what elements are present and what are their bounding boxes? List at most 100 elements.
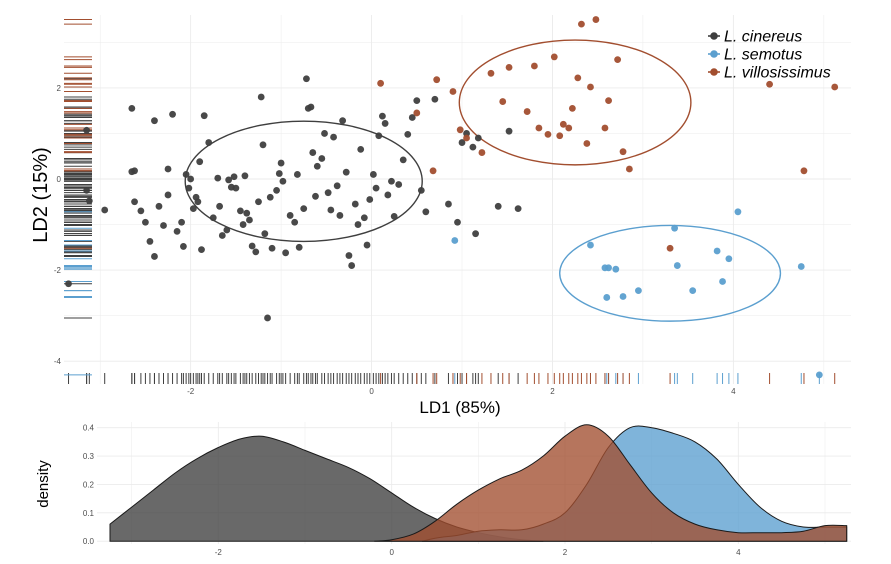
- point-villosissimus: [578, 20, 585, 28]
- point-cinereus: [318, 155, 326, 162]
- point-villosissimus: [535, 124, 543, 132]
- point-cinereus: [160, 222, 167, 229]
- point-cinereus: [142, 218, 149, 226]
- point-villosissimus: [619, 148, 627, 156]
- point-cinereus: [173, 227, 181, 235]
- point-cinereus: [198, 246, 205, 254]
- point-cinereus: [384, 191, 392, 199]
- point-villosissimus: [587, 83, 594, 91]
- density-x-tick-label: 0: [389, 548, 394, 557]
- point-cinereus: [230, 173, 238, 181]
- ellipse-semotus: [559, 224, 782, 322]
- point-villosissimus: [556, 132, 564, 140]
- point-villosissimus: [766, 80, 773, 88]
- point-semotus: [713, 247, 721, 255]
- point-cinereus: [348, 262, 356, 269]
- point-semotus: [587, 241, 594, 249]
- point-cinereus: [128, 104, 136, 112]
- point-cinereus: [339, 117, 347, 125]
- scatter-points: [65, 16, 839, 379]
- point-villosissimus: [505, 63, 513, 71]
- point-cinereus: [286, 212, 294, 219]
- ellipse-villosissimus: [458, 39, 692, 166]
- point-cinereus: [101, 206, 109, 214]
- point-cinereus: [372, 184, 380, 192]
- point-cinereus: [469, 143, 477, 151]
- point-villosissimus: [565, 124, 573, 132]
- point-cinereus: [360, 214, 368, 222]
- point-cinereus: [196, 158, 204, 166]
- point-villosissimus: [463, 134, 470, 142]
- point-villosissimus: [583, 140, 591, 147]
- point-cinereus: [369, 171, 377, 178]
- point-cinereus: [169, 110, 176, 118]
- point-villosissimus: [530, 62, 538, 70]
- point-cinereus: [342, 168, 350, 176]
- legend-key-point: [710, 68, 718, 76]
- density-y-tick-label: 0.3: [83, 452, 95, 461]
- density-x-tick-labels: -2 0 2 4: [215, 548, 741, 557]
- point-cinereus: [333, 182, 341, 190]
- point-cinereus: [381, 120, 389, 127]
- point-cinereus: [214, 174, 222, 182]
- point-cinereus: [309, 149, 317, 156]
- point-villosissimus: [478, 149, 486, 156]
- density-areas: [109, 424, 848, 542]
- point-cinereus: [216, 202, 223, 210]
- point-cinereus: [303, 75, 310, 83]
- point-cinereus: [295, 243, 303, 251]
- point-cinereus: [324, 189, 332, 197]
- y-tick-label: -4: [54, 357, 62, 366]
- point-semotus: [605, 264, 612, 272]
- point-villosissimus: [574, 74, 582, 82]
- point-cinereus: [180, 243, 187, 250]
- point-cinereus: [264, 314, 271, 322]
- point-cinereus: [241, 172, 249, 180]
- point-cinereus: [248, 242, 256, 250]
- legend-key-point: [710, 50, 718, 58]
- density-y-tick-labels: 0.0 0.1 0.2 0.3 0.4: [83, 424, 95, 546]
- point-cinereus: [313, 162, 321, 170]
- point-semotus: [673, 262, 681, 269]
- point-villosissimus: [800, 167, 808, 175]
- scatter-x-tick-labels: -2 0 2 4: [187, 387, 736, 396]
- scatter-panel: -2 0 2 4 -4 -2 0 2 LD1 (85%) LD2 (15%) L. cine…: [30, 15, 851, 417]
- point-semotus: [734, 208, 742, 216]
- point-villosissimus: [614, 56, 622, 64]
- point-cinereus: [431, 95, 439, 103]
- point-villosissimus: [429, 167, 437, 175]
- density-y-tick-label: 0.1: [83, 509, 95, 518]
- point-villosissimus: [666, 244, 674, 252]
- point-cinereus: [187, 175, 195, 183]
- point-semotus: [797, 263, 805, 270]
- point-cinereus: [408, 114, 416, 121]
- point-villosissimus: [456, 126, 464, 134]
- point-villosissimus: [550, 53, 558, 61]
- point-cinereus: [307, 103, 315, 111]
- legend-label: L. villosissimus: [724, 65, 831, 82]
- density-y-axis-title: density: [35, 460, 52, 508]
- density-x-tick-label: -2: [215, 548, 223, 557]
- point-semotus: [603, 294, 611, 301]
- point-cinereus: [239, 221, 247, 228]
- point-cinereus: [209, 214, 217, 222]
- point-cinereus: [345, 252, 353, 259]
- point-semotus: [671, 224, 679, 232]
- point-semotus: [451, 237, 459, 244]
- point-semotus: [815, 371, 823, 379]
- density-panel: -2 0 2 4 0.0 0.1 0.2 0.3 0.4 density: [35, 422, 851, 557]
- density-x-tick-label: 2: [563, 548, 568, 557]
- point-cinereus: [83, 186, 91, 194]
- point-cinereus: [246, 216, 253, 224]
- point-cinereus: [259, 141, 267, 149]
- x-tick-label: 4: [731, 387, 736, 396]
- point-cinereus: [375, 132, 383, 140]
- density-area-villosissimus: [374, 424, 848, 542]
- point-villosissimus: [523, 108, 531, 115]
- point-cinereus: [514, 205, 522, 213]
- density-y-tick-label: 0.2: [83, 480, 95, 489]
- point-semotus: [612, 265, 620, 273]
- point-semotus: [689, 287, 697, 295]
